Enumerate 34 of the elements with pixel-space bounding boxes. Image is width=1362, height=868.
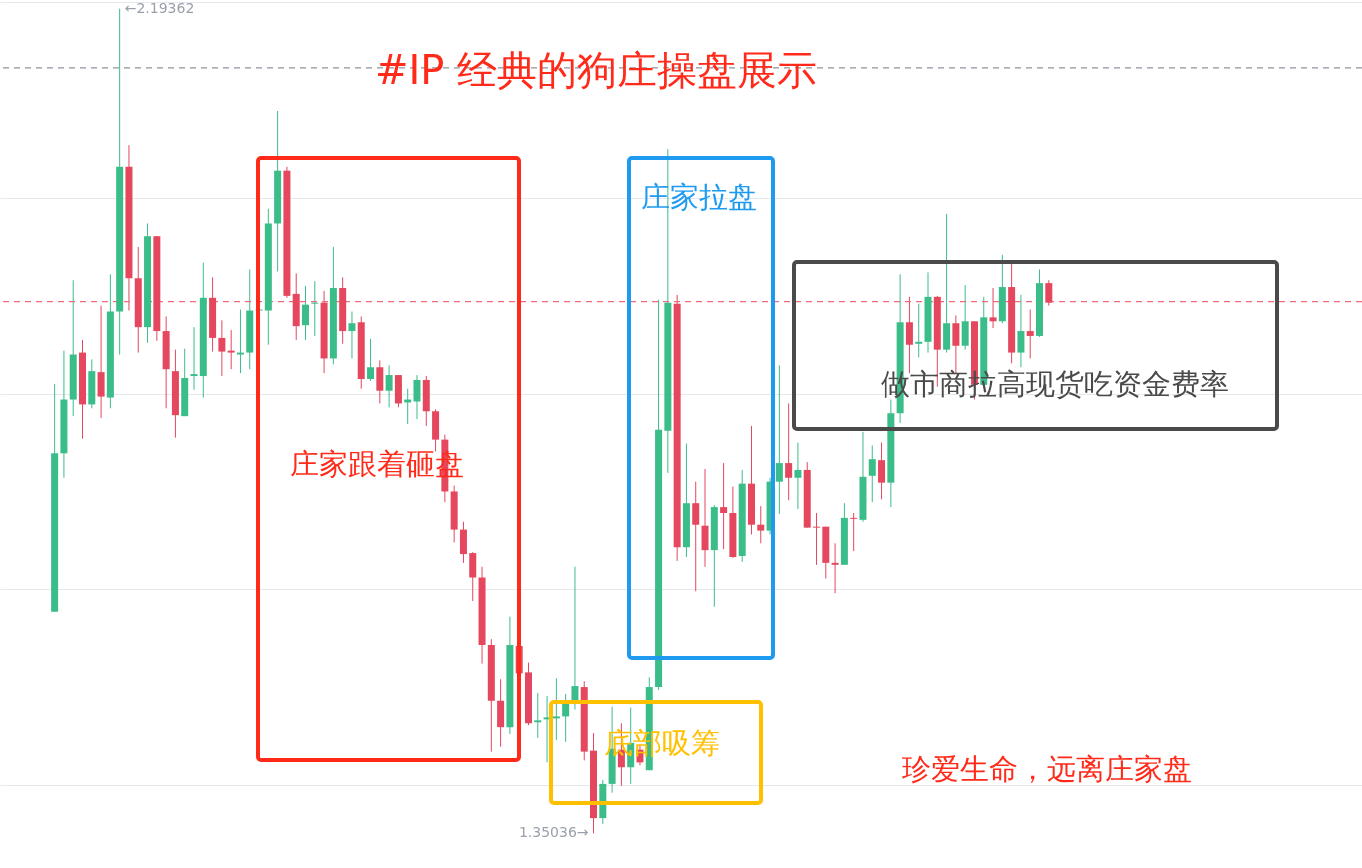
candlestick [562,693,570,743]
candlestick [236,309,244,374]
candlestick [915,303,923,358]
candlestick [311,280,319,337]
candlestick [190,326,198,391]
candlestick [534,692,542,739]
candlestick [1045,279,1053,307]
candlestick [413,374,421,420]
candlestick [348,311,356,359]
candlestick [367,338,375,382]
candlestick [552,677,560,741]
candlestick [831,542,839,594]
candlestick [376,359,384,404]
annotation: ←2.19362 [124,0,195,16]
candlestick [218,319,226,377]
candlestick [785,402,793,501]
annotation: 1.35036→ [518,824,589,841]
candlestick [302,285,309,341]
candlestick [720,462,728,550]
candlestick [850,512,858,552]
candlestick [794,442,802,510]
candlestick [757,505,765,544]
candlestick [692,481,700,592]
candlestick [775,364,783,515]
candlestick [868,444,876,503]
candlestick [813,512,821,566]
annotation: 珍爱生命，远离庄家盘 [902,752,1192,786]
candlestick [227,329,235,370]
candlestick [1017,294,1025,368]
candlestick [385,364,393,408]
candlestick [989,287,997,329]
candlestick [1026,309,1034,359]
candlestick [878,442,886,500]
text: #IP 经典的狗庄操盘展示 [374,47,818,93]
